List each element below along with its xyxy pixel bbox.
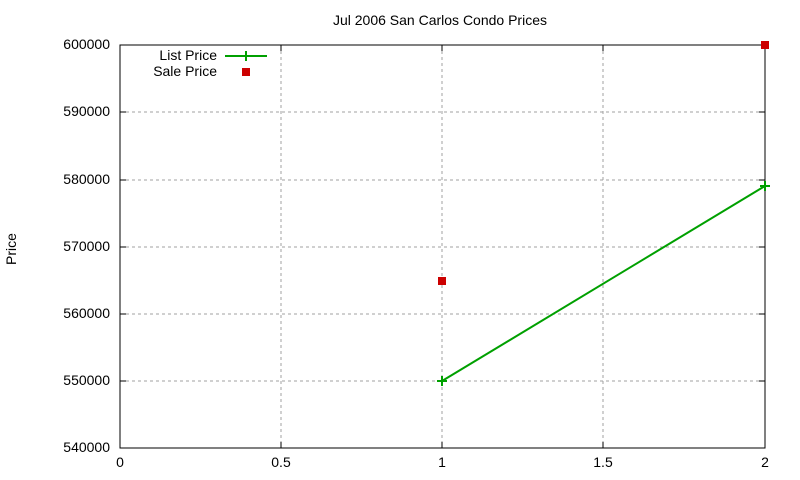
- legend-list-price-label: List Price: [159, 47, 217, 63]
- y-tick-label: 540000: [63, 439, 110, 455]
- x-tick-label: 0: [116, 454, 124, 470]
- y-tick-label: 560000: [63, 305, 110, 321]
- legend-sale-price-label: Sale Price: [153, 63, 217, 79]
- x-tick-label: 1: [438, 454, 446, 470]
- x-tick-label: 2: [761, 454, 769, 470]
- x-tick-label: 1.5: [593, 454, 613, 470]
- legend-list-price-sample: [225, 51, 267, 61]
- series-sale-price: [438, 41, 769, 285]
- gridlines: [120, 45, 765, 448]
- tick-marks: [120, 45, 765, 448]
- y-tick-label: 590000: [63, 103, 110, 119]
- y-tick-label: 550000: [63, 372, 110, 388]
- chart-title: Jul 2006 San Carlos Condo Prices: [332, 12, 547, 28]
- y-tick-label: 580000: [63, 171, 110, 187]
- x-tick-label: 0.5: [271, 454, 291, 470]
- y-tick-label: 570000: [63, 238, 110, 254]
- series-list-price: [437, 181, 770, 386]
- legend-sale-price-sample: [242, 68, 250, 76]
- y-tick-label: 600000: [63, 36, 110, 52]
